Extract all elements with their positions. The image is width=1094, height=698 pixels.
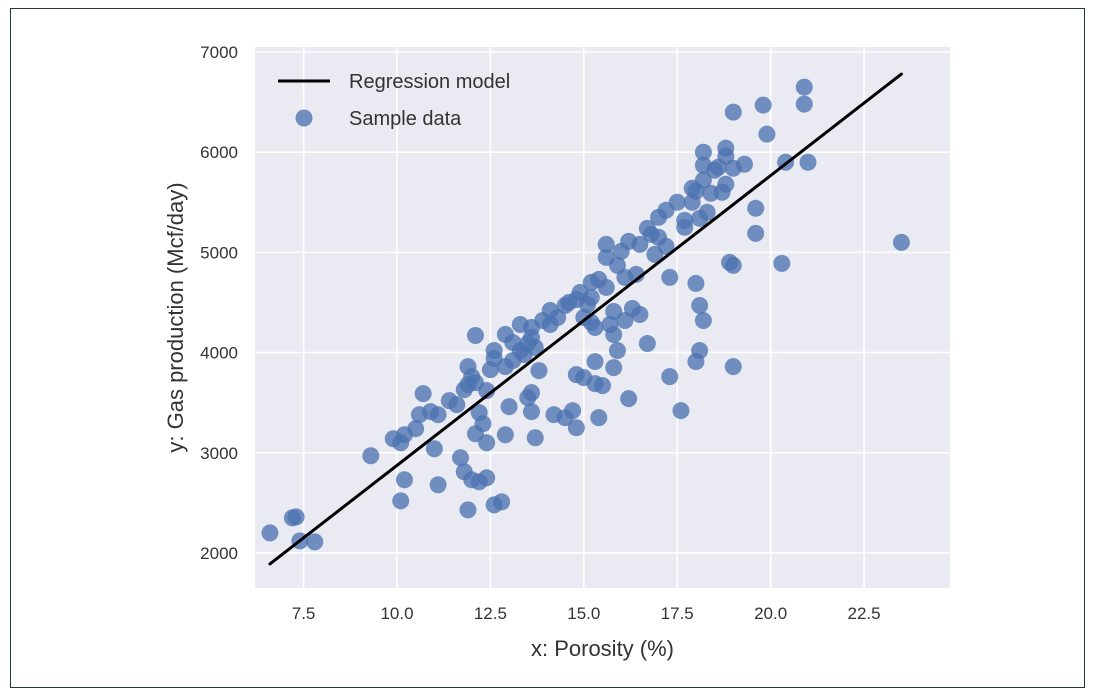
data-point xyxy=(485,342,503,360)
y-tick-label: 3000 xyxy=(200,444,238,463)
data-point xyxy=(567,419,585,437)
x-tick-label: 22.5 xyxy=(848,604,881,623)
data-point xyxy=(590,409,608,427)
y-tick-labels: 2000 3000 4000 5000 6000 7000 xyxy=(200,43,238,563)
data-point xyxy=(605,359,623,377)
data-point xyxy=(395,471,413,489)
data-point xyxy=(597,235,615,253)
legend-marker-swatch xyxy=(295,109,313,127)
data-point xyxy=(657,237,675,255)
data-point xyxy=(631,305,649,323)
data-point xyxy=(638,335,656,353)
data-point xyxy=(523,403,541,421)
data-point xyxy=(493,493,511,511)
data-point xyxy=(478,382,496,400)
data-point xyxy=(526,429,544,447)
data-point xyxy=(717,175,735,193)
data-point xyxy=(691,296,709,314)
regression-line xyxy=(268,72,903,566)
data-point xyxy=(676,211,694,229)
data-point xyxy=(758,125,776,143)
data-point xyxy=(620,390,638,408)
data-point xyxy=(724,103,742,121)
data-point xyxy=(795,95,813,113)
data-point xyxy=(392,492,410,510)
data-point xyxy=(564,402,582,420)
data-point xyxy=(448,396,466,414)
data-point xyxy=(306,533,324,551)
data-point xyxy=(892,233,910,251)
data-point xyxy=(795,78,813,96)
data-point xyxy=(478,469,496,487)
y-axis-label: y: Gas production (Mcf/day) xyxy=(163,182,188,452)
data-point xyxy=(429,476,447,494)
x-tick-label: 10.0 xyxy=(380,604,413,623)
data-point xyxy=(500,398,518,416)
data-point xyxy=(407,420,425,438)
data-point xyxy=(691,342,709,360)
data-point xyxy=(661,268,679,286)
data-point xyxy=(478,434,496,452)
data-point xyxy=(668,193,686,211)
legend-label-sample: Sample data xyxy=(349,108,462,130)
data-point xyxy=(605,326,623,344)
data-point xyxy=(582,288,600,306)
sample-data-points xyxy=(261,78,910,551)
data-point xyxy=(672,402,690,420)
y-tick-label: 5000 xyxy=(200,243,238,262)
data-point xyxy=(735,155,753,173)
data-point xyxy=(724,358,742,376)
data-point xyxy=(754,96,772,114)
data-point xyxy=(425,440,443,458)
data-point xyxy=(747,199,765,217)
data-point xyxy=(362,447,380,465)
data-point xyxy=(459,501,477,519)
data-point xyxy=(586,353,604,371)
data-point xyxy=(594,377,611,395)
data-point xyxy=(687,274,705,292)
x-tick-label: 7.5 xyxy=(292,604,316,623)
x-tick-label: 12.5 xyxy=(474,604,507,623)
data-point xyxy=(287,508,305,526)
x-axis-label: x: Porosity (%) xyxy=(531,636,674,661)
data-point xyxy=(799,153,817,171)
x-tick-labels: 7.5 10.0 12.5 15.0 17.5 20.0 22.5 xyxy=(292,604,881,623)
data-point xyxy=(530,362,548,380)
data-point xyxy=(496,426,514,444)
data-point xyxy=(466,327,484,345)
legend-label-regression: Regression model xyxy=(349,71,510,93)
data-point xyxy=(661,368,679,386)
data-point xyxy=(526,339,544,357)
x-tick-label: 20.0 xyxy=(754,604,787,623)
y-tick-label: 7000 xyxy=(200,43,238,62)
data-point xyxy=(773,254,791,272)
data-point xyxy=(586,319,604,337)
data-point xyxy=(747,224,765,242)
data-point xyxy=(414,385,432,403)
plot-area xyxy=(255,47,950,588)
data-point xyxy=(429,406,447,424)
data-point xyxy=(694,312,712,330)
legend: Regression model Sample data xyxy=(278,71,510,130)
data-point xyxy=(631,235,649,253)
data-point xyxy=(452,449,470,467)
x-tick-label: 17.5 xyxy=(661,604,694,623)
data-point xyxy=(523,384,541,402)
data-point xyxy=(698,203,716,221)
y-tick-label: 2000 xyxy=(200,544,238,563)
data-point xyxy=(261,524,279,542)
data-point xyxy=(694,171,712,189)
data-point xyxy=(627,265,645,283)
x-tick-label: 15.0 xyxy=(567,604,600,623)
y-tick-label: 6000 xyxy=(200,143,238,162)
data-point xyxy=(597,278,615,296)
data-point xyxy=(474,415,492,433)
data-point xyxy=(724,256,742,274)
y-tick-label: 4000 xyxy=(200,344,238,363)
data-point xyxy=(694,143,712,161)
data-point xyxy=(608,342,626,360)
